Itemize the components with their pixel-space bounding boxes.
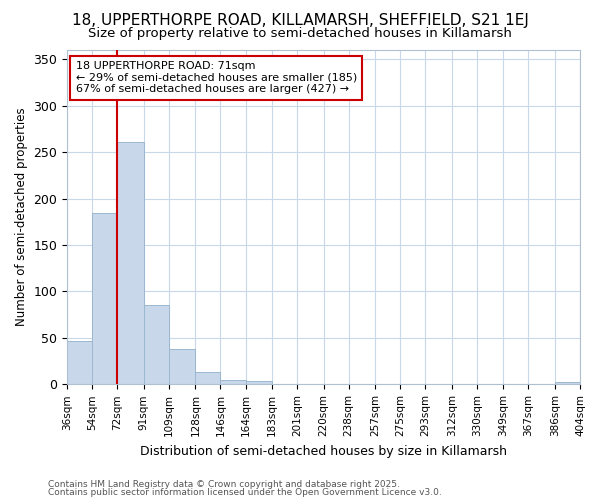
X-axis label: Distribution of semi-detached houses by size in Killamarsh: Distribution of semi-detached houses by … bbox=[140, 444, 507, 458]
Bar bbox=[67, 340, 92, 384]
Text: Contains public sector information licensed under the Open Government Licence v3: Contains public sector information licen… bbox=[48, 488, 442, 497]
Bar bbox=[92, 212, 118, 384]
Text: 18 UPPERTHORPE ROAD: 71sqm
← 29% of semi-detached houses are smaller (185)
67% o: 18 UPPERTHORPE ROAD: 71sqm ← 29% of semi… bbox=[76, 61, 357, 94]
Bar bbox=[169, 349, 196, 384]
Bar bbox=[196, 372, 220, 384]
Bar bbox=[555, 382, 580, 384]
Bar bbox=[245, 380, 272, 384]
Text: 18, UPPERTHORPE ROAD, KILLAMARSH, SHEFFIELD, S21 1EJ: 18, UPPERTHORPE ROAD, KILLAMARSH, SHEFFI… bbox=[71, 12, 529, 28]
Y-axis label: Number of semi-detached properties: Number of semi-detached properties bbox=[15, 108, 28, 326]
Text: Size of property relative to semi-detached houses in Killamarsh: Size of property relative to semi-detach… bbox=[88, 28, 512, 40]
Text: Contains HM Land Registry data © Crown copyright and database right 2025.: Contains HM Land Registry data © Crown c… bbox=[48, 480, 400, 489]
Bar bbox=[220, 380, 245, 384]
Bar bbox=[144, 306, 169, 384]
Bar bbox=[118, 142, 144, 384]
